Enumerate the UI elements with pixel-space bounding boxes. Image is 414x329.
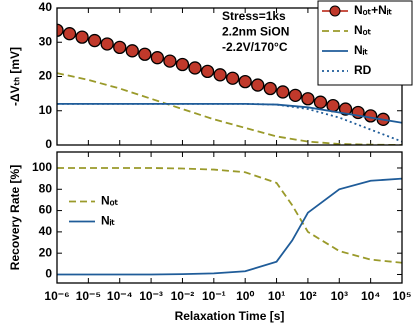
data-point [125, 44, 139, 58]
data-point [188, 61, 202, 75]
data-point [326, 98, 340, 113]
data-point [100, 37, 114, 51]
legend-label: Nₒₜ [101, 194, 119, 208]
data-point [313, 95, 328, 109]
x-tick-label: 10⁻¹ [202, 289, 226, 303]
annotation: 2.2nm SiON [222, 25, 289, 39]
legend-label: Nᵢₜ [101, 214, 115, 228]
legend-label: Nᵢₜ [354, 43, 368, 57]
data-point [113, 40, 127, 55]
x-tick-label: 10⁻³ [139, 289, 163, 303]
data-point [57, 23, 64, 37]
y-axis-label: Recovery Rate [%] [8, 165, 22, 270]
y-tick-label: 60 [39, 203, 53, 217]
y-axis-label: -ΔVₜₕ [mV] [8, 47, 22, 106]
x-axis-label: Relaxation Time [s] [175, 309, 285, 323]
y-tick-label: 20 [39, 69, 53, 83]
data-point [175, 57, 190, 72]
x-tick-label: 10³ [331, 289, 348, 303]
plot-frame [56, 151, 403, 284]
legend-label: Nₒₜ [354, 23, 372, 37]
data-point [263, 81, 277, 96]
x-tick-label: 10⁵ [393, 289, 412, 303]
data-point [213, 68, 227, 82]
y-tick-label: 30 [39, 34, 53, 48]
y-tick-label: 40 [39, 224, 53, 238]
x-tick-label: 10⁰ [236, 289, 254, 303]
x-tick-label: 10⁴ [361, 289, 380, 303]
data-point [138, 47, 152, 61]
legend-label: Nₒₜ+Nᵢₜ [354, 3, 392, 17]
y-tick-label: 0 [45, 267, 52, 281]
x-tick-label: 10¹ [268, 289, 285, 303]
y-tick-label: 10 [39, 103, 53, 117]
data-point [225, 71, 240, 85]
data-point [338, 102, 353, 116]
data-point [150, 51, 165, 65]
x-tick-label: 10⁻⁵ [76, 289, 101, 303]
data-point [288, 88, 303, 102]
series-line [57, 103, 402, 124]
x-tick-label: 10⁻² [171, 289, 195, 303]
plot-area [57, 23, 402, 145]
data-point [163, 54, 177, 68]
y-tick-label: 0 [45, 137, 52, 151]
data-point [75, 30, 89, 44]
data-point [200, 64, 215, 79]
x-tick-label: 10² [299, 289, 316, 303]
plot-area [57, 167, 402, 276]
data-point [62, 27, 77, 41]
annotation: Stress=1ks [222, 9, 286, 23]
y-tick-label: 20 [39, 245, 53, 259]
series-line [57, 72, 402, 145]
x-tick-label: 10⁻⁴ [107, 289, 133, 303]
data-point [238, 74, 252, 89]
annotation: -2.2V/170°C [222, 40, 288, 54]
series-line [57, 177, 402, 276]
legend-marker [329, 5, 341, 17]
data-point [301, 92, 315, 106]
series-line [57, 167, 402, 264]
data-point [363, 109, 378, 123]
data-point [87, 33, 102, 48]
x-tick-label: 10⁻⁶ [44, 289, 69, 303]
y-tick-label: 100 [32, 160, 52, 174]
data-point [276, 85, 290, 99]
y-tick-label: 80 [39, 181, 53, 195]
data-point [251, 78, 265, 92]
y-tick-label: 40 [39, 0, 53, 14]
legend-label: RD [354, 63, 372, 77]
